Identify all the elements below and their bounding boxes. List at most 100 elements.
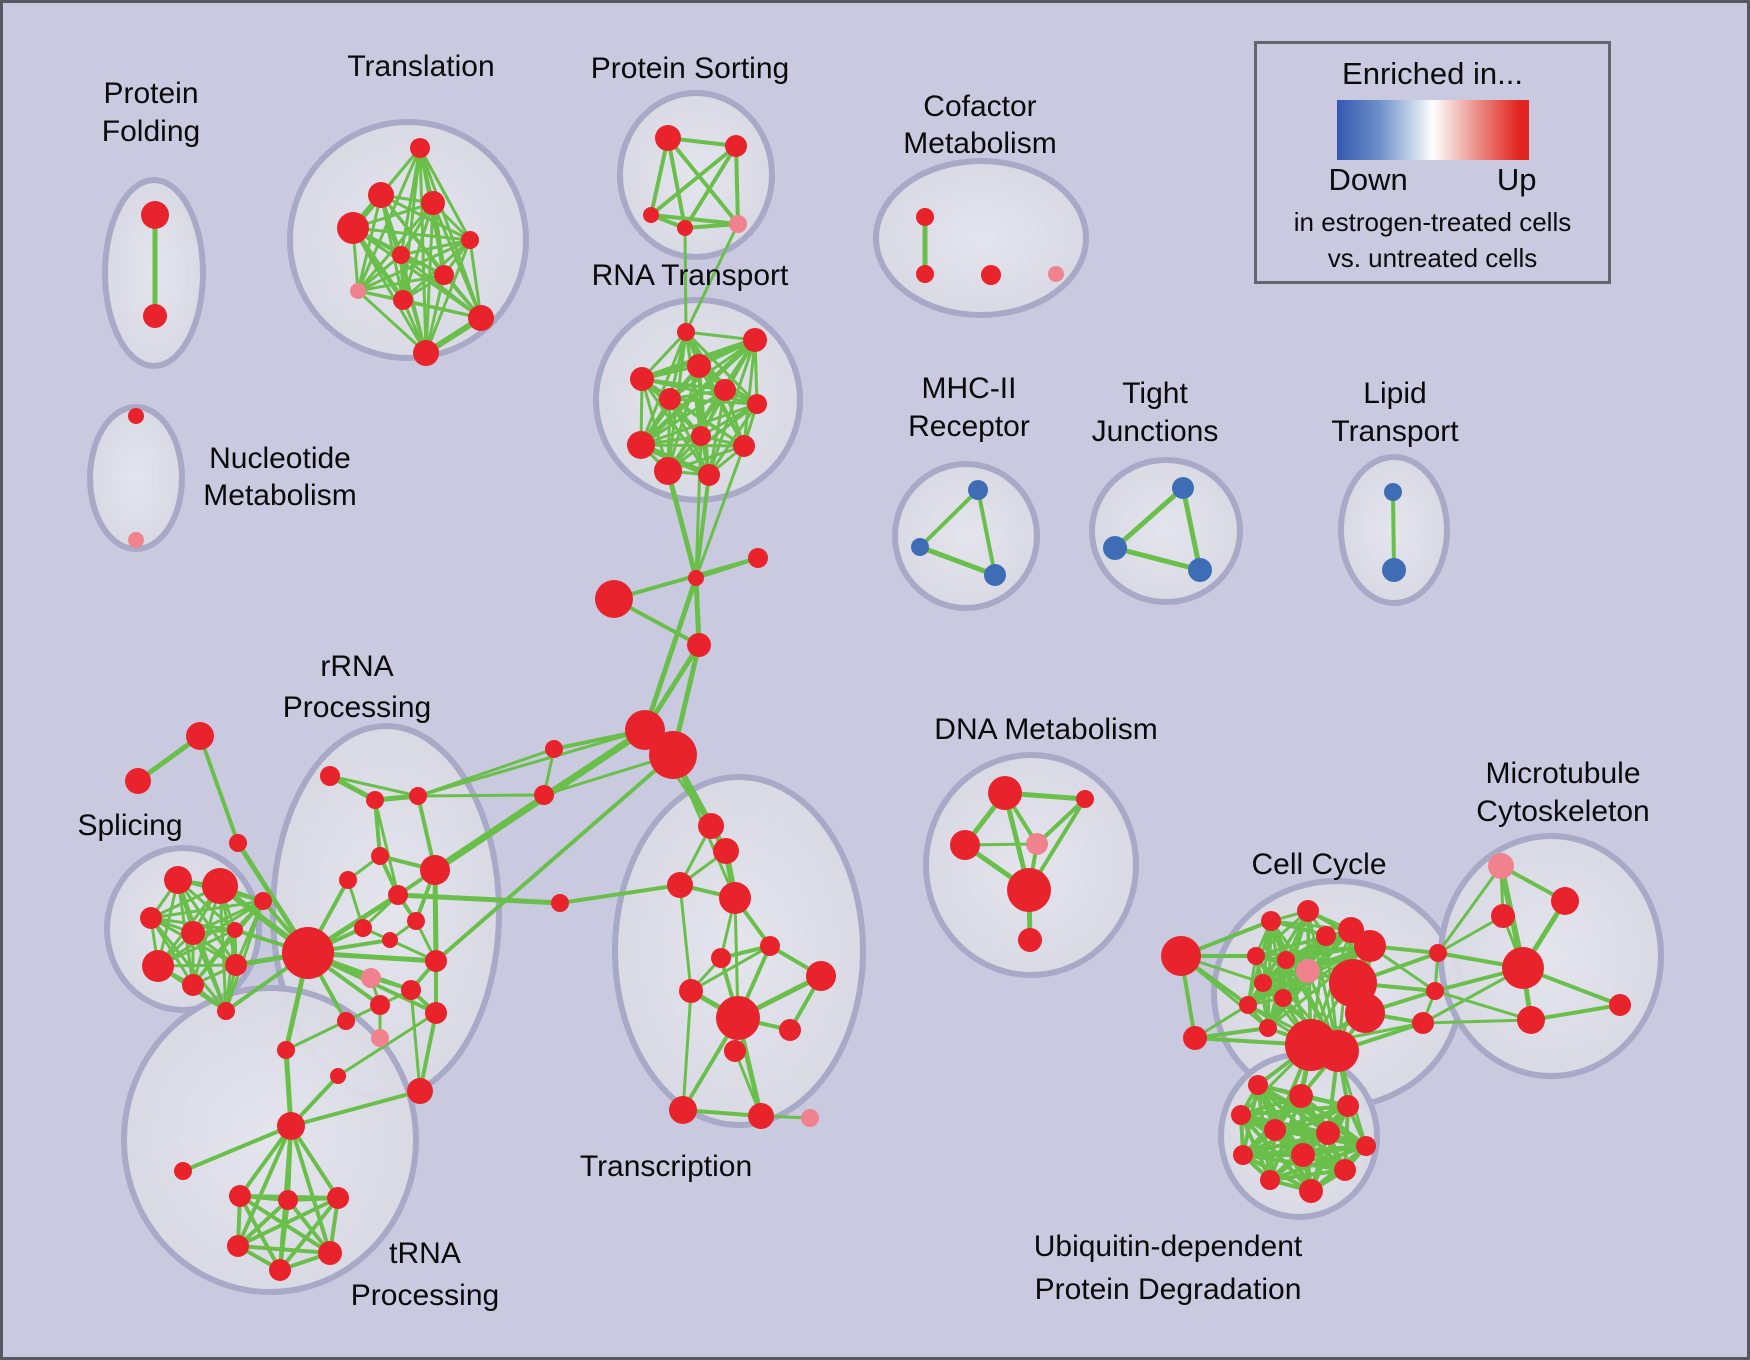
node-g1 bbox=[1429, 944, 1447, 962]
node-d5 bbox=[1007, 868, 1051, 912]
node-r14 bbox=[401, 980, 421, 1000]
edge bbox=[399, 238, 472, 257]
node-tl8 bbox=[350, 283, 366, 299]
node-c3 bbox=[595, 580, 633, 618]
node-u10 bbox=[1334, 1159, 1356, 1181]
node-sp3 bbox=[140, 907, 162, 929]
edge bbox=[284, 1019, 348, 1052]
legend-gradient-bar bbox=[1336, 100, 1529, 160]
cluster-label-tight-junctions-line1: Tight bbox=[1122, 377, 1188, 410]
edge bbox=[1254, 909, 1310, 958]
cluster-ellipse-nucleotide-metabolism bbox=[87, 404, 185, 552]
node-tl2 bbox=[368, 182, 394, 208]
edge bbox=[1529, 1003, 1622, 1022]
edge bbox=[395, 892, 563, 906]
node-ps4 bbox=[677, 220, 693, 236]
edge bbox=[683, 144, 738, 230]
cluster-label-microtubule-cytoskeleton-line2: Cytoskeleton bbox=[1476, 795, 1649, 828]
node-r13 bbox=[361, 968, 381, 988]
edge bbox=[1436, 914, 1505, 955]
legend-subtitle-line2: vs. untreated cells bbox=[1327, 243, 1538, 273]
edge bbox=[356, 201, 435, 293]
node-u12 bbox=[1299, 1179, 1323, 1203]
edge bbox=[191, 899, 265, 935]
edge bbox=[681, 989, 693, 1112]
node-nm1 bbox=[128, 408, 144, 424]
node-rt7 bbox=[747, 394, 767, 414]
node-r3 bbox=[409, 787, 427, 805]
node-sp10 bbox=[217, 1002, 235, 1020]
node-tj3 bbox=[1188, 558, 1212, 582]
node-cc14 bbox=[1317, 1030, 1359, 1072]
node-rt10 bbox=[733, 435, 755, 457]
node-l2 bbox=[534, 785, 554, 805]
node-mt1 bbox=[1488, 853, 1514, 879]
node-cc9 bbox=[1254, 974, 1272, 992]
node-rt2 bbox=[743, 328, 767, 352]
legend-subtitle-line1: in estrogen-treated cells bbox=[1293, 207, 1572, 237]
node-u11 bbox=[1260, 1170, 1280, 1190]
node-g2 bbox=[1426, 982, 1444, 1000]
node-t13 bbox=[669, 1096, 697, 1124]
node-t15 bbox=[801, 1109, 819, 1127]
node-t2 bbox=[713, 838, 739, 864]
edge bbox=[734, 144, 740, 226]
node-c1 bbox=[688, 570, 704, 586]
cluster-label-microtubule-cytoskeleton-line1: Microtubule bbox=[1485, 757, 1640, 790]
node-t9 bbox=[679, 979, 703, 1003]
node-tc bbox=[229, 834, 247, 852]
edge bbox=[649, 136, 670, 217]
node-r7 bbox=[388, 885, 408, 905]
node-rt3 bbox=[687, 354, 711, 378]
node-r8 bbox=[407, 912, 425, 930]
edge bbox=[666, 136, 687, 230]
edge bbox=[468, 238, 483, 320]
node-u7 bbox=[1356, 1136, 1376, 1156]
node-r2 bbox=[366, 791, 384, 809]
node-cf4 bbox=[1048, 266, 1064, 282]
edge bbox=[976, 488, 997, 577]
legend-up-label: Up bbox=[1496, 162, 1537, 197]
legend-title: Enriched in... bbox=[1342, 56, 1523, 91]
node-t10 bbox=[716, 996, 760, 1040]
node-d1 bbox=[988, 776, 1022, 810]
node-tn1 bbox=[229, 1185, 251, 1207]
node-cc11 bbox=[1239, 996, 1257, 1014]
cluster-ellipse-mhc-ii-receptor bbox=[892, 461, 1040, 611]
edge bbox=[742, 338, 757, 448]
edge bbox=[1306, 909, 1340, 1053]
edge bbox=[694, 444, 746, 580]
node-t11 bbox=[779, 1019, 801, 1041]
cluster-label-nucleotide-metabolism-line2: Metabolism bbox=[203, 479, 356, 512]
edge bbox=[649, 144, 738, 217]
node-t3 bbox=[667, 872, 693, 898]
edge bbox=[1112, 545, 1203, 573]
node-pf1 bbox=[141, 201, 169, 229]
node-u1 bbox=[1248, 1075, 1268, 1095]
node-l1 bbox=[545, 740, 563, 758]
node-r1 bbox=[320, 766, 340, 786]
node-sp1 bbox=[164, 866, 192, 894]
node-lp2 bbox=[1382, 558, 1406, 582]
node-sp7 bbox=[225, 954, 247, 976]
cluster-label-nucleotide-metabolism-line1: Nucleotide bbox=[209, 442, 351, 475]
cluster-ellipse-cofactor-metabolism bbox=[873, 158, 1089, 318]
edge bbox=[351, 226, 472, 242]
node-r11 bbox=[282, 927, 334, 979]
node-g3 bbox=[1412, 1012, 1434, 1034]
edge bbox=[356, 193, 383, 293]
edge bbox=[236, 1198, 290, 1248]
node-r17 bbox=[337, 1012, 355, 1030]
node-ps5 bbox=[729, 215, 747, 233]
cluster-ellipse-dna-metabolism bbox=[923, 752, 1139, 978]
node-r16 bbox=[425, 1002, 447, 1024]
node-d3 bbox=[950, 830, 980, 860]
cluster-label-trna-processing-line1: tRNA bbox=[389, 1237, 461, 1270]
node-r15 bbox=[370, 995, 390, 1015]
edge bbox=[409, 988, 422, 1093]
node-tn6 bbox=[269, 1259, 291, 1281]
cluster-label-cofactor-metabolism-line1: Cofactor bbox=[923, 90, 1036, 123]
node-tj2 bbox=[1103, 536, 1127, 560]
node-tl7 bbox=[434, 265, 454, 285]
legend-end-labels: Down Up bbox=[1329, 162, 1537, 198]
